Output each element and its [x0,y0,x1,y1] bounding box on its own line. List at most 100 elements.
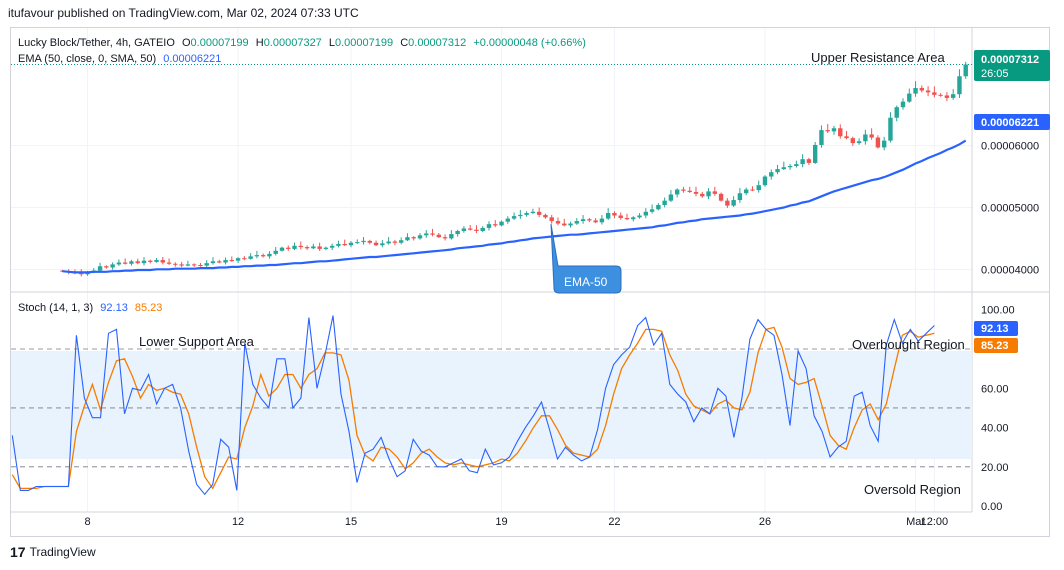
candle-down [938,94,943,96]
price-tick-label: 0.00006000 [981,141,1039,153]
stoch-tick-label: 60.00 [981,383,1009,395]
candle-up [424,233,429,236]
candle-down [549,217,554,222]
legend-stoch-label: Stoch (14, 1, 3) [18,302,93,314]
candle-down [198,265,203,267]
candle-up [894,107,899,118]
legend-l-label: L [329,37,335,49]
stoch-levels [11,348,972,468]
candle-down [317,246,322,249]
candle-up [461,228,467,231]
candle-down [367,240,373,243]
candle-up [649,209,655,212]
candle-up [248,256,253,259]
price-axis: 0.00004000 0.00005000 0.00006000 [981,141,1039,277]
candle-down [693,191,699,194]
candle-up [605,213,611,219]
legend-low: 0.00007199 [335,37,393,49]
candle-down [191,264,197,266]
candle-up [643,211,649,216]
legend-stoch-k: 92.13 [100,302,128,314]
candle-down [838,128,843,137]
candle-up [662,200,667,205]
time-tick-label: Mar [906,516,925,528]
stoch-k-line [11,315,935,496]
candle-up [116,262,122,265]
legend-close: 0.00007312 [408,37,466,49]
stoch-axis: 0.00 20.00 40.00 60.00 100.00 [981,305,1015,513]
upper-resistance-label: Upper Resistance Area [811,50,945,65]
candle-up [800,159,805,165]
candle-down [825,130,830,132]
candle-up [323,247,329,249]
tradingview-footer[interactable]: 17 TradingView [10,544,96,560]
time-tick-label: 12:00 [921,516,949,528]
candle-up [355,242,360,244]
candle-up [97,266,103,271]
candle-up [831,128,837,132]
candle-down [217,261,222,263]
candle-up [398,240,404,243]
candle-down [700,193,705,197]
candle-up [380,243,385,246]
candle-up [223,260,228,263]
candle-down [104,266,109,268]
candle-up [511,216,517,219]
candle-down [392,241,398,243]
candle-up [405,237,410,241]
stoch-tick-label: 20.00 [981,462,1009,474]
candle-down [712,191,718,194]
candle-up [204,263,209,266]
candle-up [267,253,272,257]
candle-down [932,92,937,95]
candle-down [173,263,178,265]
chart-frame[interactable] [10,27,1050,537]
candle-up [580,219,586,222]
candle-up [518,214,523,217]
legend-ema-value: 0.00006221 [163,53,221,65]
legend-ohlc: Lucky Block/Tether, 4h, GATEIO O0.000071… [18,37,586,49]
candle-up [574,221,580,224]
candle-down [229,260,235,262]
candle-down [260,255,266,257]
publisher-line: itufavour published on TradingView.com, … [8,6,359,20]
ema-price-badge: 0.00006221 [974,114,1050,130]
candle-up [674,189,680,195]
legend-symbol: Lucky Block/Tether, 4h, GATEIO [18,37,175,49]
candle-up [329,245,335,248]
candle-up [769,172,774,177]
candle-down [687,190,692,192]
time-tick-label: 22 [608,516,620,528]
candle-up [756,185,761,191]
candle-up [812,144,818,163]
candle-up [254,255,260,257]
candle-up [530,211,536,214]
legend-ema: EMA (50, close, 0, SMA, 50) 0.00006221 [18,53,221,65]
candle-down [944,95,950,98]
candle-up [863,134,868,142]
stoch-tick-label: 100.00 [981,305,1015,317]
candle-up [129,261,134,264]
candle-down [286,247,291,249]
stoch-tick-label: 0.00 [981,501,1002,513]
stoch-d-badge-value: 85.23 [981,340,1009,352]
candle-down [79,273,84,275]
candle-up [505,218,511,222]
candle-down [298,245,304,248]
legend-c-label: C [400,37,408,49]
candle-up [480,227,485,231]
candle-down [135,261,140,264]
ema-callout: EMA-50 [550,223,622,294]
candle-up [499,221,504,226]
candle-up [311,246,316,249]
candle-up [386,241,391,244]
candle-down [593,220,598,223]
candle-down [543,214,548,218]
candle-up [819,130,824,145]
candle-up [185,264,191,266]
time-tick-label: 12 [232,516,244,528]
candle-down [430,233,435,235]
candle-up [154,260,159,262]
candle-up [656,204,661,210]
